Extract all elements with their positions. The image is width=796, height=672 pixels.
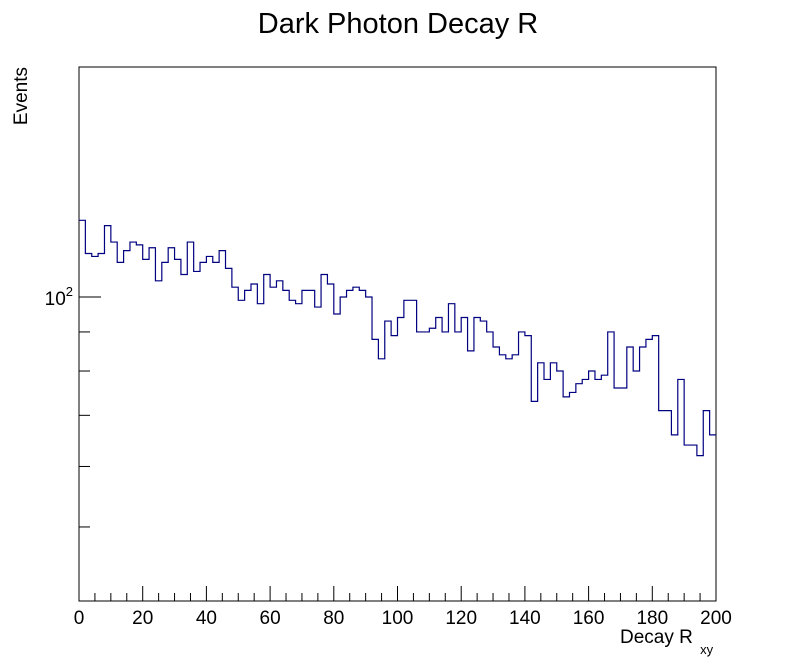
y-tick-label-exponent: 2	[66, 284, 73, 299]
x-tick-label: 140	[509, 608, 541, 629]
y-axis-label: Events	[11, 67, 32, 125]
y-tick-label: 102	[45, 284, 73, 310]
y-axis: 102	[45, 66, 101, 528]
x-tick-label: 100	[382, 608, 414, 629]
x-tick-label: 180	[636, 608, 668, 629]
histogram-series-line	[79, 219, 716, 457]
x-tick-label: 80	[323, 608, 344, 629]
x-tick-label: 60	[260, 608, 281, 629]
x-tick-label: 20	[132, 608, 153, 629]
chart-title: Dark Photon Decay R	[258, 8, 538, 40]
x-tick-label: 120	[445, 608, 477, 629]
x-axis-label-main: Decay R	[620, 627, 693, 648]
x-axis-label: Decay R xy	[620, 627, 714, 657]
x-tick-label: 160	[573, 608, 605, 629]
x-tick-label: 200	[700, 608, 732, 629]
x-axis-label-sub: xy	[700, 642, 714, 657]
x-tick-label: 40	[196, 608, 217, 629]
x-axis: 0 20 40 60 80 100 120 140 160 180 200	[74, 586, 732, 629]
y-tick-label-base: 10	[45, 289, 66, 310]
x-tick-label: 0	[74, 608, 85, 629]
